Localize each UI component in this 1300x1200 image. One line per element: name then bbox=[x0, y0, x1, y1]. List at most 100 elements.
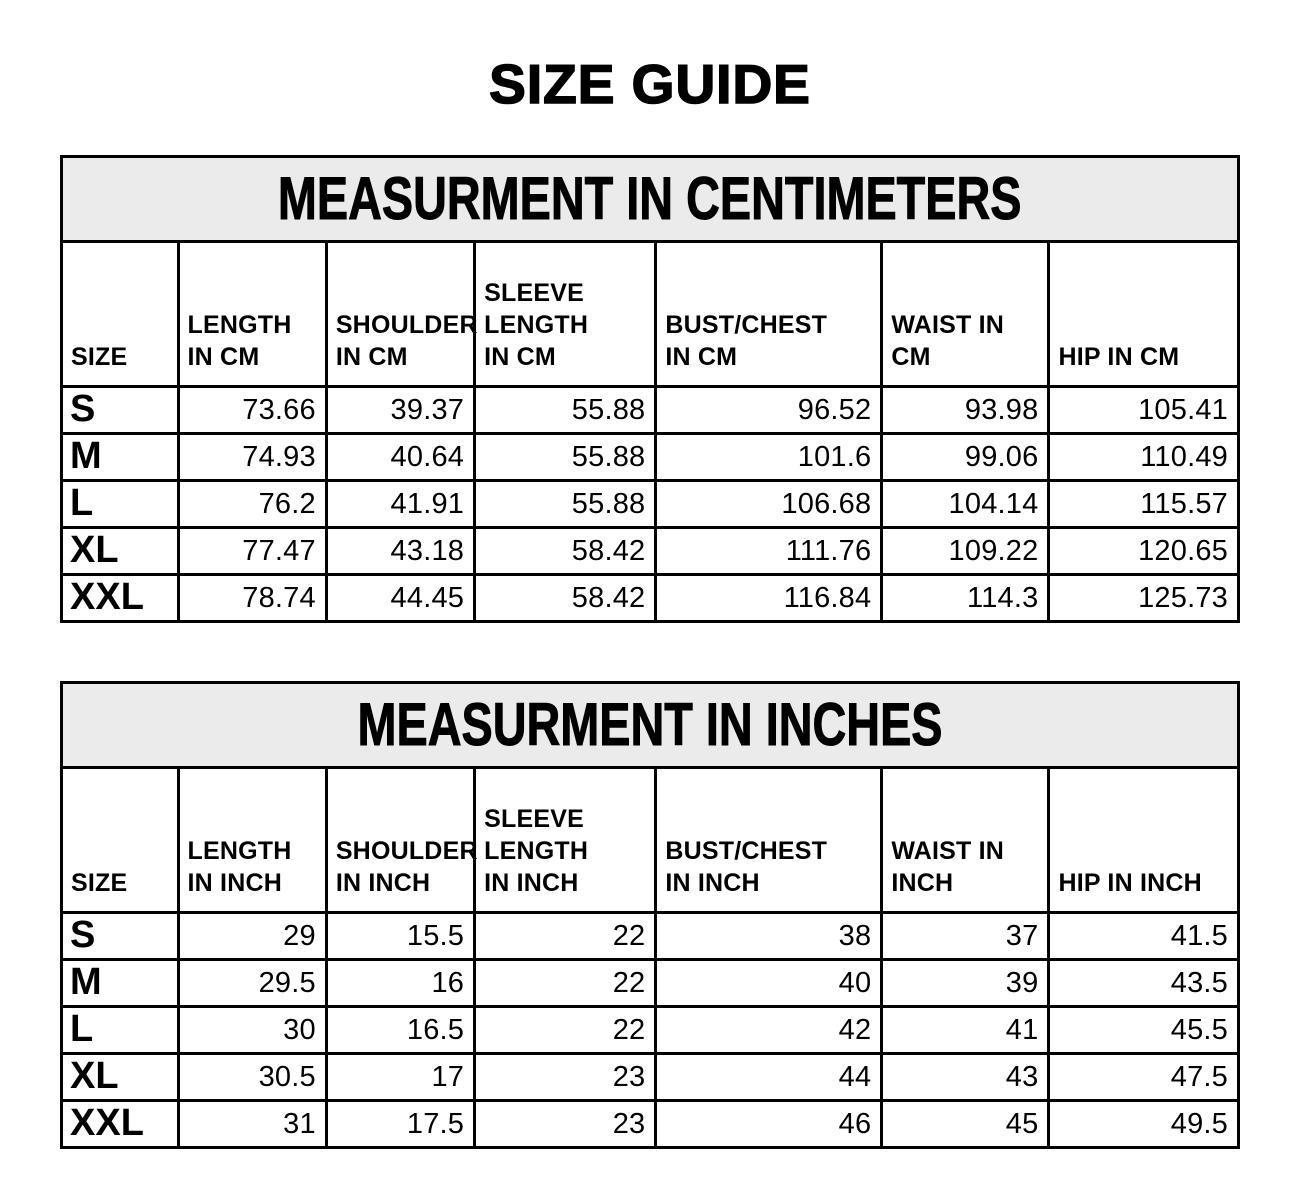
column-header-bust-chest: BUST/CHEST IN INCH bbox=[654, 766, 884, 914]
value-cell: 55.88 bbox=[473, 385, 658, 435]
size-cell: L bbox=[60, 479, 180, 529]
table-band-cell: MEASURMENT IN CENTIMETERS bbox=[60, 155, 1240, 243]
value-cell: 17.5 bbox=[324, 1099, 477, 1149]
size-table-centimeters: MEASURMENT IN CENTIMETERS SIZE LENGTH IN… bbox=[60, 155, 1240, 623]
value-cell: 39.37 bbox=[324, 385, 477, 435]
size-cell: L bbox=[60, 1005, 180, 1055]
table-row: S 29 15.5 22 38 37 41.5 bbox=[60, 911, 1240, 961]
value-cell: 16 bbox=[324, 958, 477, 1008]
column-header-size: SIZE bbox=[60, 240, 180, 388]
size-cell: S bbox=[60, 911, 180, 961]
value-cell: 40 bbox=[654, 958, 884, 1008]
size-cell: XXL bbox=[60, 1099, 180, 1149]
column-header-shoulder: SHOULDER IN CM bbox=[324, 240, 478, 388]
column-header-sleeve-length: SLEEVE LENGTH IN INCH bbox=[473, 766, 658, 914]
value-cell: 76.2 bbox=[176, 479, 328, 529]
table-band-title: MEASURMENT IN CENTIMETERS bbox=[278, 165, 1022, 232]
value-cell: 111.76 bbox=[654, 526, 884, 576]
value-cell: 43.5 bbox=[1047, 958, 1240, 1008]
size-cell: M bbox=[60, 958, 180, 1008]
value-cell: 96.52 bbox=[654, 385, 884, 435]
value-cell: 58.42 bbox=[473, 573, 658, 623]
value-cell: 29 bbox=[176, 911, 328, 961]
table-row: M 74.93 40.64 55.88 101.6 99.06 110.49 bbox=[60, 432, 1240, 482]
table-band-row: MEASURMENT IN CENTIMETERS bbox=[60, 155, 1240, 243]
size-cell: XL bbox=[60, 1052, 180, 1102]
value-cell: 109.22 bbox=[880, 526, 1051, 576]
column-header-sleeve-length: SLEEVE LENGTH IN CM bbox=[473, 240, 658, 388]
value-cell: 55.88 bbox=[473, 432, 658, 482]
size-cell: XL bbox=[60, 526, 180, 576]
value-cell: 78.74 bbox=[176, 573, 328, 623]
column-header-row: SIZE LENGTH IN CM SHOULDER IN CM SLEEVE … bbox=[60, 240, 1240, 388]
table-band-title: MEASURMENT IN INCHES bbox=[357, 691, 943, 758]
value-cell: 31 bbox=[176, 1099, 328, 1149]
size-table-inches: MEASURMENT IN INCHES SIZE LENGTH IN INCH… bbox=[60, 681, 1240, 1149]
value-cell: 114.3 bbox=[880, 573, 1051, 623]
value-cell: 106.68 bbox=[654, 479, 884, 529]
table-row: M 29.5 16 22 40 39 43.5 bbox=[60, 958, 1240, 1008]
value-cell: 41.5 bbox=[1047, 911, 1240, 961]
column-header-waist: WAIST IN INCH bbox=[880, 766, 1051, 914]
value-cell: 115.57 bbox=[1047, 479, 1240, 529]
value-cell: 77.47 bbox=[176, 526, 328, 576]
table-row: XL 77.47 43.18 58.42 111.76 109.22 120.6… bbox=[60, 526, 1240, 576]
value-cell: 23 bbox=[473, 1099, 658, 1149]
value-cell: 40.64 bbox=[324, 432, 477, 482]
value-cell: 22 bbox=[473, 1005, 658, 1055]
value-cell: 42 bbox=[654, 1005, 884, 1055]
column-header-shoulder: SHOULDER IN INCH bbox=[324, 766, 478, 914]
value-cell: 104.14 bbox=[880, 479, 1051, 529]
value-cell: 73.66 bbox=[176, 385, 328, 435]
value-cell: 37 bbox=[880, 911, 1051, 961]
value-cell: 110.49 bbox=[1047, 432, 1240, 482]
table-row: S 73.66 39.37 55.88 96.52 93.98 105.41 bbox=[60, 385, 1240, 435]
column-header-hip: HIP IN CM bbox=[1047, 240, 1240, 388]
value-cell: 38 bbox=[654, 911, 884, 961]
value-cell: 45.5 bbox=[1047, 1005, 1240, 1055]
value-cell: 105.41 bbox=[1047, 385, 1240, 435]
value-cell: 16.5 bbox=[324, 1005, 477, 1055]
table-band-row: MEASURMENT IN INCHES bbox=[60, 681, 1240, 769]
value-cell: 49.5 bbox=[1047, 1099, 1240, 1149]
page-title: SIZE GUIDE bbox=[488, 52, 811, 116]
value-cell: 55.88 bbox=[473, 479, 658, 529]
table-row: XL 30.5 17 23 44 43 47.5 bbox=[60, 1052, 1240, 1102]
value-cell: 45 bbox=[880, 1099, 1051, 1149]
column-header-bust-chest: BUST/CHEST IN CM bbox=[654, 240, 884, 388]
value-cell: 41.91 bbox=[324, 479, 477, 529]
value-cell: 30.5 bbox=[176, 1052, 328, 1102]
size-cell: S bbox=[60, 385, 180, 435]
column-header-row: SIZE LENGTH IN INCH SHOULDER IN INCH SLE… bbox=[60, 766, 1240, 914]
table-row: XXL 31 17.5 23 46 45 49.5 bbox=[60, 1099, 1240, 1149]
value-cell: 116.84 bbox=[654, 573, 884, 623]
value-cell: 15.5 bbox=[324, 911, 477, 961]
table-row: L 76.2 41.91 55.88 106.68 104.14 115.57 bbox=[60, 479, 1240, 529]
size-cell: XXL bbox=[60, 573, 180, 623]
table-row: XXL 78.74 44.45 58.42 116.84 114.3 125.7… bbox=[60, 573, 1240, 623]
table-band-cell: MEASURMENT IN INCHES bbox=[60, 681, 1240, 769]
value-cell: 58.42 bbox=[473, 526, 658, 576]
value-cell: 93.98 bbox=[880, 385, 1051, 435]
value-cell: 22 bbox=[473, 958, 658, 1008]
value-cell: 29.5 bbox=[176, 958, 328, 1008]
size-cell: M bbox=[60, 432, 180, 482]
value-cell: 101.6 bbox=[654, 432, 884, 482]
table-row: L 30 16.5 22 42 41 45.5 bbox=[60, 1005, 1240, 1055]
value-cell: 22 bbox=[473, 911, 658, 961]
value-cell: 47.5 bbox=[1047, 1052, 1240, 1102]
value-cell: 120.65 bbox=[1047, 526, 1240, 576]
column-header-waist: WAIST IN CM bbox=[880, 240, 1051, 388]
column-header-length: LENGTH IN CM bbox=[176, 240, 328, 388]
value-cell: 23 bbox=[473, 1052, 658, 1102]
value-cell: 99.06 bbox=[880, 432, 1051, 482]
value-cell: 44.45 bbox=[324, 573, 477, 623]
value-cell: 43 bbox=[880, 1052, 1051, 1102]
value-cell: 30 bbox=[176, 1005, 328, 1055]
value-cell: 41 bbox=[880, 1005, 1051, 1055]
column-header-hip: HIP IN INCH bbox=[1047, 766, 1240, 914]
value-cell: 74.93 bbox=[176, 432, 328, 482]
value-cell: 43.18 bbox=[324, 526, 477, 576]
value-cell: 44 bbox=[654, 1052, 884, 1102]
column-header-size: SIZE bbox=[60, 766, 180, 914]
